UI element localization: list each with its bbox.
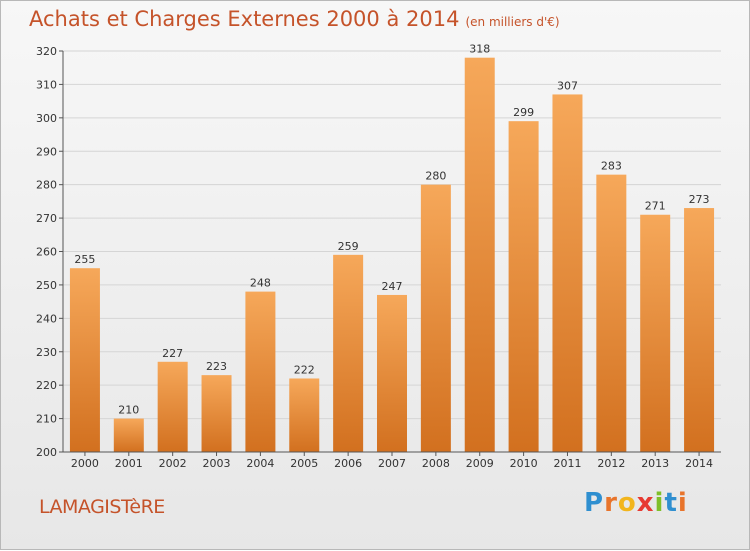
- logo-letter: t: [664, 488, 678, 518]
- x-tick-label: 2008: [422, 457, 450, 470]
- bar: [684, 208, 715, 452]
- bar: [464, 57, 495, 452]
- bar: [201, 375, 232, 452]
- logo-letter: x: [636, 488, 655, 518]
- town-name: LAMAGISTèRE: [39, 496, 165, 518]
- chart-subtitle: (en milliers d'€): [465, 15, 560, 29]
- x-tick-label: 2011: [553, 457, 581, 470]
- bar: [508, 121, 539, 453]
- logo-letter: i: [677, 488, 688, 518]
- logo-letter: P: [584, 488, 605, 518]
- x-tick-label: 2005: [290, 457, 318, 470]
- bar-value-label: 223: [206, 360, 227, 373]
- x-tick-label: 2000: [71, 457, 99, 470]
- y-tick-label: 200: [36, 446, 57, 459]
- bar-value-label: 227: [162, 347, 183, 360]
- bar: [157, 361, 188, 452]
- y-tick-label: 210: [36, 413, 57, 426]
- chart-title: Achats et Charges Externes 2000 à 2014 (e…: [29, 7, 560, 31]
- x-tick-label: 2010: [510, 457, 538, 470]
- bar: [69, 268, 100, 452]
- labels: 255 210 227 223 248 222 259 247 280 318 299 307 283 2…: [74, 43, 709, 417]
- bars: [69, 57, 715, 453]
- x-tick-label: 2002: [159, 457, 187, 470]
- x-tick-label: 2004: [246, 457, 274, 470]
- x-tick-label: 2013: [641, 457, 669, 470]
- logo-letter: i: [654, 488, 665, 518]
- x-tick-label: 2006: [334, 457, 362, 470]
- chart-title-text: Achats et Charges Externes 2000 à 2014: [29, 7, 460, 31]
- bar-value-label: 318: [469, 43, 490, 56]
- bar-value-label: 210: [118, 404, 139, 417]
- x-tick-label: 2012: [597, 457, 625, 470]
- bar-value-label: 255: [74, 253, 95, 266]
- bar-value-label: 280: [425, 170, 446, 183]
- bar: [245, 291, 276, 452]
- logo-letter: o: [617, 488, 637, 518]
- bar-value-label: 299: [513, 106, 534, 119]
- y-tick-label: 240: [36, 312, 57, 325]
- x-tick-label: 2001: [115, 457, 143, 470]
- bar-value-label: 307: [557, 79, 578, 92]
- y-tick-label: 230: [36, 346, 57, 359]
- bar-value-label: 248: [250, 277, 271, 290]
- bar: [377, 294, 407, 452]
- y-tick-label: 300: [36, 112, 57, 125]
- bar: [596, 174, 627, 452]
- bar: [289, 378, 320, 452]
- bar: [333, 254, 364, 452]
- x-tick-label: 2014: [685, 457, 713, 470]
- bar-value-label: 283: [601, 160, 622, 173]
- y-tick-label: 270: [36, 212, 57, 225]
- x-tick-label: 2003: [203, 457, 231, 470]
- y-tick-label: 250: [36, 279, 57, 292]
- y-tick-label: 280: [36, 179, 57, 192]
- y-tick-label: 290: [36, 145, 57, 158]
- bar-value-label: 222: [294, 363, 315, 376]
- y-tick-label: 260: [36, 246, 57, 259]
- bar: [552, 94, 583, 453]
- proxiti-logo[interactable]: Proxiti: [584, 488, 688, 518]
- x-tick-label: 2007: [378, 457, 406, 470]
- x-tick-label: 2009: [466, 457, 494, 470]
- bar: [640, 214, 671, 452]
- bar-value-label: 271: [645, 200, 666, 213]
- bar-value-label: 259: [338, 240, 359, 253]
- y-tick-label: 310: [36, 78, 57, 91]
- bar: [420, 184, 451, 452]
- bar: [113, 418, 144, 452]
- logo-letter: r: [604, 488, 618, 518]
- y-tick-label: 320: [36, 45, 57, 58]
- axes: 200 210 220 230 240 250 260 270 280 290 300 310 320 2…: [36, 45, 721, 470]
- y-tick-label: 220: [36, 379, 57, 392]
- bar-value-label: 247: [382, 280, 403, 293]
- bar-value-label: 273: [689, 193, 710, 206]
